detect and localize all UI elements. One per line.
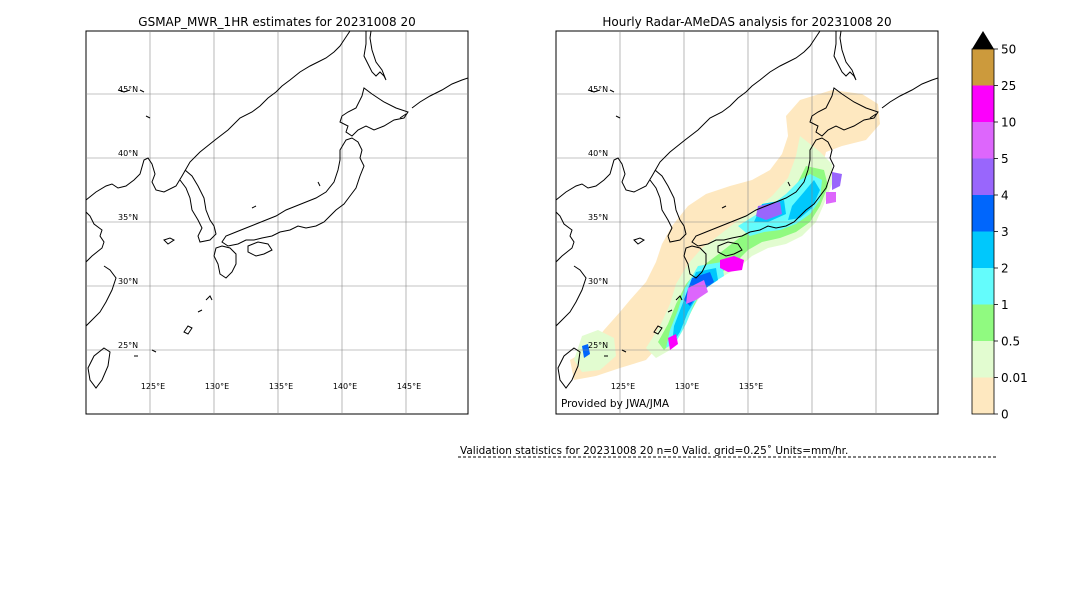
right-map-title: Hourly Radar-AMeDAS analysis for 2023100…: [602, 15, 891, 29]
colorbar-tick-label: 0: [1001, 408, 1009, 422]
colorbar-tick-label: 10: [1001, 116, 1016, 130]
latitude-tick-label: 35°N: [118, 213, 138, 222]
colorbar-segment: [972, 341, 994, 378]
colorbar-segment: [972, 268, 994, 305]
colorbar-extend-arrow: [972, 31, 994, 49]
colorbar-segment: [972, 195, 994, 232]
colorbar-tick-label: 25: [1001, 79, 1016, 93]
latitude-tick-label: 40°N: [588, 149, 608, 158]
colorbar-segment: [972, 304, 994, 341]
longitude-tick-label: 140°E: [333, 382, 357, 391]
left-map-gridlines: [86, 31, 468, 414]
latitude-tick-label: 25°N: [588, 341, 608, 350]
precip-band-0-5-south: [574, 330, 616, 372]
colorbar-tick-label: 0.5: [1001, 335, 1020, 349]
colorbar-tick-label: 0.01: [1001, 371, 1028, 385]
left-map-tick-labels: 45°N 40°N 35°N 30°N 25°N 125°E 130°E 135°E 140°E…: [118, 85, 421, 391]
precipitation-colorbar: 0 0.01 0.5 1 2 3 4 5 10 25 50: [971, 31, 1028, 422]
latitude-tick-label: 45°N: [118, 85, 138, 94]
colorbar-tick-label: 5: [1001, 152, 1009, 166]
colorbar-segment: [972, 231, 994, 268]
precip-band-5: [756, 202, 782, 220]
colorbar-tick-label: 1: [1001, 298, 1009, 312]
validation-statistics: Validation statistics for 20231008 20 n=…: [460, 445, 848, 457]
precip-band-25-south: [668, 334, 678, 350]
longitude-tick-label: 135°E: [269, 382, 293, 391]
precip-band-10-east: [826, 192, 836, 204]
colorbar-tick-label: 50: [1001, 43, 1016, 57]
colorbar-tick-label: 3: [1001, 225, 1009, 239]
longitude-tick-label: 125°E: [141, 382, 165, 391]
latitude-tick-label: 35°N: [588, 213, 608, 222]
precip-band-25: [720, 256, 744, 272]
latitude-tick-label: 40°N: [118, 149, 138, 158]
precip-band-5-east: [832, 172, 842, 190]
longitude-tick-label: 130°E: [205, 382, 229, 391]
colorbar-tick-label: 2: [1001, 262, 1009, 276]
latitude-tick-label: 25°N: [118, 341, 138, 350]
longitude-tick-label: 135°E: [739, 382, 763, 391]
left-map-panel: GSMAP_MWR_1HR estimates for 20231008 20 …: [85, 15, 469, 415]
left-map-frame: [85, 30, 469, 415]
precip-band-4-west: [582, 344, 590, 358]
colorbar-segment: [972, 49, 994, 86]
right-map-gridlines: [556, 31, 938, 414]
colorbar-tick-label: 4: [1001, 189, 1009, 203]
longitude-tick-label: 130°E: [675, 382, 699, 391]
right-map-panel: Hourly Radar-AMeDAS analysis for 2023100…: [555, 15, 939, 415]
colorbar-segment: [972, 85, 994, 122]
colorbar-segment: [972, 158, 994, 195]
latitude-tick-label: 30°N: [118, 277, 138, 286]
colorbar-segment: [972, 377, 994, 414]
right-map-tick-labels: 45°N 40°N 35°N 30°N 25°N 125°E 130°E 135°E: [588, 85, 763, 391]
longitude-tick-label: 125°E: [611, 382, 635, 391]
longitude-tick-label: 145°E: [397, 382, 421, 391]
latitude-tick-label: 30°N: [588, 277, 608, 286]
latitude-tick-label: 45°N: [588, 85, 608, 94]
radar-precipitation-field: [570, 90, 880, 380]
left-map-title: GSMAP_MWR_1HR estimates for 20231008 20: [138, 15, 415, 29]
provider-credit: Provided by JWA/JMA: [561, 398, 670, 410]
colorbar-segment: [972, 122, 994, 159]
